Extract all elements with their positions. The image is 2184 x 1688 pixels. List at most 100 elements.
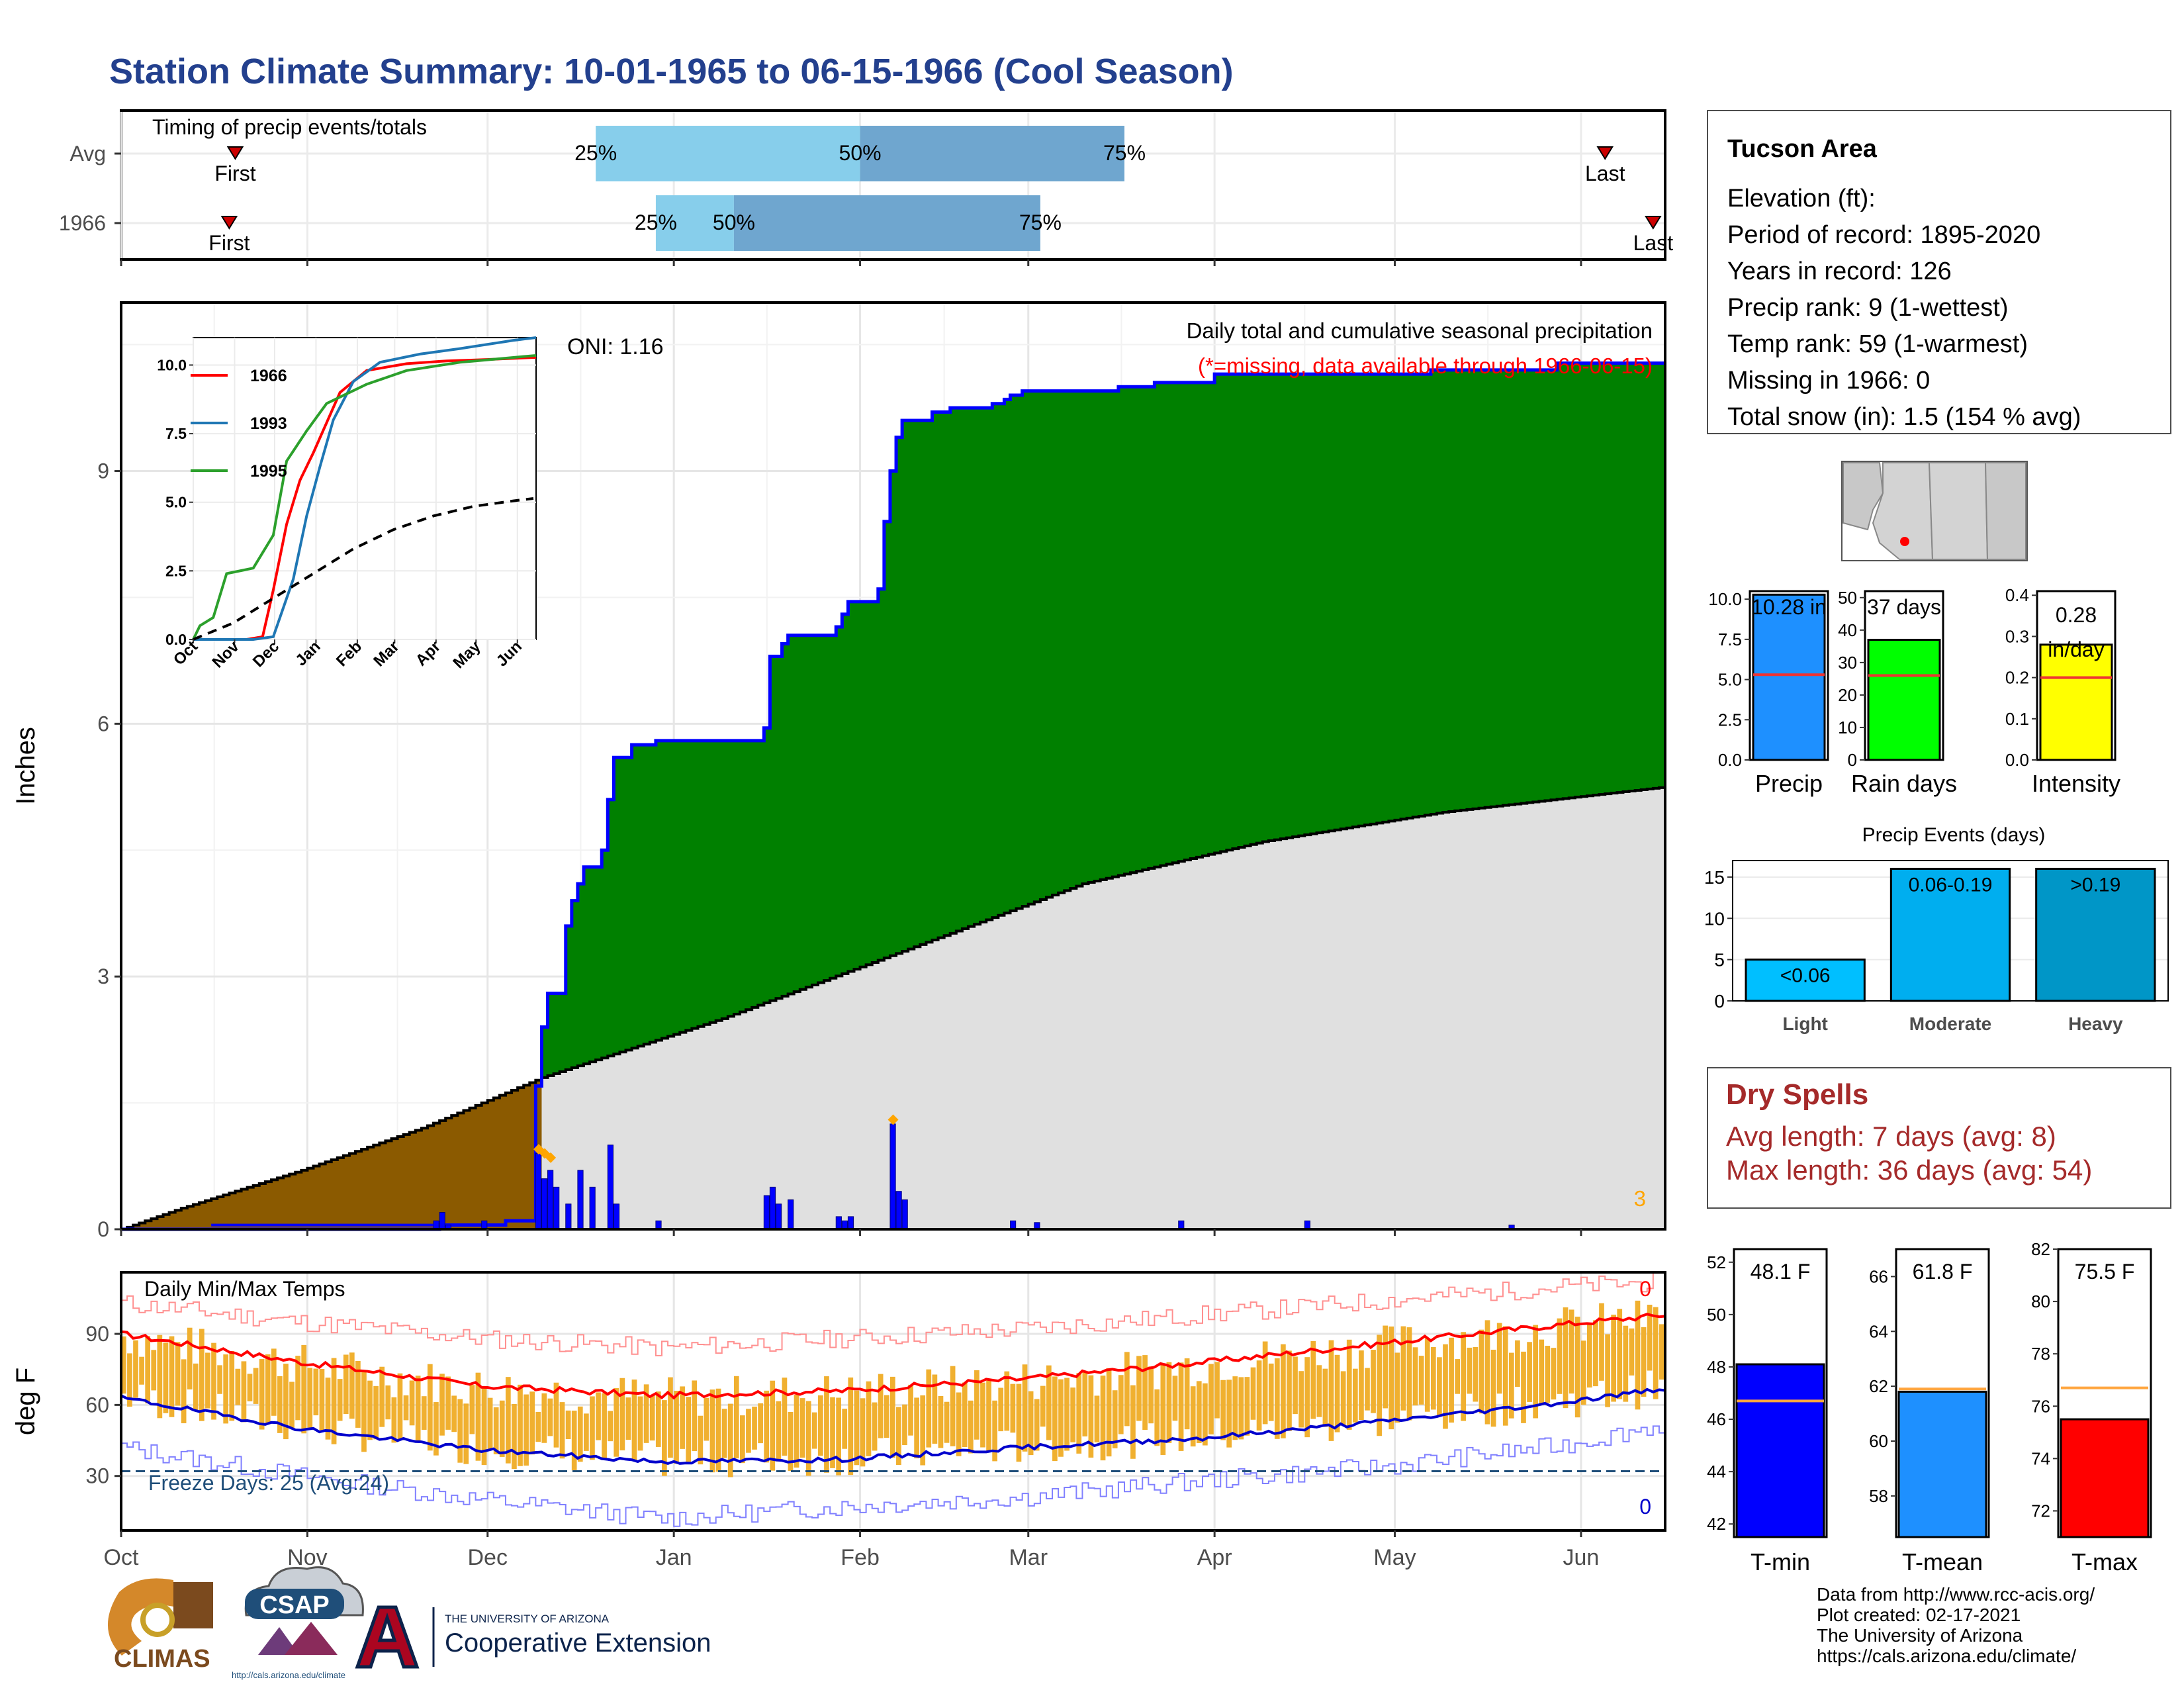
timing-bar-50-75 xyxy=(860,126,1124,181)
temp-summary-y-tick-label: 74 xyxy=(2031,1448,2050,1468)
daily-temp-bar xyxy=(1070,1387,1076,1442)
climas-logo-swirl xyxy=(107,1578,173,1656)
daily-temp-bar xyxy=(1551,1348,1557,1400)
daily-temp-bar xyxy=(1593,1320,1598,1387)
daily-temp-bar xyxy=(1515,1340,1520,1387)
daily-temp-bar xyxy=(836,1397,841,1476)
daily-temp-bar xyxy=(1443,1344,1448,1429)
daily-temp-bar xyxy=(674,1390,679,1464)
record-max-line xyxy=(121,1272,1666,1356)
daily-temp-bar xyxy=(805,1401,811,1476)
daily-temp-bar xyxy=(139,1356,144,1385)
daily-temp-bar xyxy=(752,1406,757,1450)
daily-temp-bar xyxy=(553,1382,559,1448)
daily-temp-bar xyxy=(451,1395,457,1432)
inset-y-tick-label: 10.0 xyxy=(157,356,187,373)
dry-spells-frame xyxy=(1707,1067,2171,1209)
daily-temp-bar xyxy=(889,1376,895,1458)
events-bar-label-heavy: >0.19 xyxy=(2070,874,2120,896)
daily-temp-bar xyxy=(577,1406,583,1462)
timing-bar-25-50 xyxy=(596,126,860,181)
daily-temp-bar xyxy=(205,1352,210,1409)
daily-temp-bar xyxy=(1496,1323,1502,1394)
daily-temp-bar xyxy=(794,1395,799,1468)
daily-temp-bar xyxy=(295,1356,300,1421)
snow-marker xyxy=(887,1114,899,1125)
events-bar-light xyxy=(1745,959,1866,1002)
daily-temp-bar xyxy=(1490,1349,1496,1427)
temp-summary-y-tick-label: 42 xyxy=(1707,1514,1726,1534)
temp-summary-y-tick-label: 60 xyxy=(1869,1431,1888,1451)
daily-precip-bar xyxy=(835,1216,842,1230)
daily-temp-bar xyxy=(475,1372,481,1461)
footer-line-url: https://cals.arizona.edu/climate/ xyxy=(1817,1646,2076,1666)
ua-logo-a xyxy=(355,1605,420,1669)
daily-temp-bar xyxy=(187,1327,193,1389)
daily-temp-bar xyxy=(740,1415,745,1464)
daily-temp-bar xyxy=(733,1376,739,1459)
daily-temp-bar xyxy=(944,1401,950,1443)
daily-temp-bar xyxy=(259,1359,265,1430)
csap-logo-text: CSAP xyxy=(259,1591,330,1619)
daily-temp-bar xyxy=(649,1395,655,1441)
daily-precip-bar xyxy=(847,1216,854,1230)
daily-temp-bar xyxy=(1094,1395,1100,1442)
ua-logo-small-text: THE UNIVERSITY OF ARIZONA xyxy=(445,1613,610,1625)
daily-temp-bar xyxy=(1274,1358,1280,1439)
summary-bar-raindays xyxy=(1867,639,1941,761)
temp-summary-y-tick-label: 78 xyxy=(2031,1344,2050,1364)
daily-temp-bar xyxy=(1352,1368,1358,1423)
daily-temp-bar xyxy=(1058,1379,1064,1457)
daily-temp-bar xyxy=(355,1360,361,1428)
daily-temp-bar xyxy=(1130,1385,1136,1459)
temp-ylabel: deg F xyxy=(11,1368,40,1435)
daily-temp-bar xyxy=(421,1396,427,1430)
average-cumulative-line xyxy=(121,786,1666,1231)
daily-temp-bar xyxy=(1406,1327,1412,1421)
daily-temp-bar xyxy=(1287,1350,1292,1431)
daily-temp-bar xyxy=(1184,1358,1190,1430)
daily-temp-bar xyxy=(1088,1375,1094,1458)
daily-temp-bar xyxy=(1479,1329,1484,1414)
daily-temp-bar xyxy=(1148,1366,1154,1424)
daily-temp-bar xyxy=(1394,1352,1400,1423)
summary-y-tick-label: 0 xyxy=(1848,750,1857,770)
daily-temp-bar xyxy=(499,1400,505,1457)
daily-temp-bar xyxy=(1154,1389,1160,1446)
daily-temp-bar xyxy=(379,1366,385,1427)
daily-precip-bar xyxy=(565,1203,572,1230)
month-tick-label: Feb xyxy=(841,1545,880,1570)
station-line-precip-rank: Precip rank: 9 (1-wettest) xyxy=(1727,294,2008,322)
summary-y-tick-label: 0.2 xyxy=(2005,668,2029,688)
daily-temp-bar xyxy=(932,1374,938,1444)
daily-precip-bar xyxy=(613,1203,620,1230)
daily-precip-bar xyxy=(763,1195,770,1230)
station-line-snow: Total snow (in): 1.5 (154 % avg) xyxy=(1727,403,2081,431)
daily-temp-bar xyxy=(799,1398,805,1458)
events-y-tick-label: 5 xyxy=(1714,950,1725,970)
daily-temp-bar xyxy=(211,1342,216,1420)
daily-temp-bar xyxy=(1082,1372,1088,1436)
daily-temp-bar xyxy=(427,1364,433,1451)
daily-temp-bar xyxy=(1365,1368,1370,1411)
temp-summary-value-tmin: 48.1 F xyxy=(1751,1260,1811,1284)
daily-precip-bar xyxy=(607,1145,614,1230)
daily-temp-bar xyxy=(1629,1328,1635,1376)
daily-temp-bar xyxy=(1340,1371,1346,1426)
daily-temp-bar xyxy=(313,1368,319,1416)
station-line-period: Period of record: 1895-2020 xyxy=(1727,221,2040,249)
daily-temp-bar xyxy=(1304,1357,1310,1438)
daily-temp-bar xyxy=(1599,1303,1604,1381)
daily-temp-bar xyxy=(1281,1344,1286,1438)
summary-value-label-intensity: 0.28 xyxy=(2056,603,2097,627)
daily-temp-bar xyxy=(950,1366,956,1446)
temp-summary-bar-tmax xyxy=(2060,1418,2150,1538)
daily-temp-bar xyxy=(902,1404,907,1446)
daily-precip-bar xyxy=(547,1170,554,1230)
daily-temp-bar xyxy=(1268,1363,1274,1421)
daily-temp-bar xyxy=(217,1365,222,1394)
daily-temp-bar xyxy=(397,1373,403,1440)
daily-temp-bar xyxy=(385,1385,391,1420)
daily-temp-bar xyxy=(625,1397,631,1440)
